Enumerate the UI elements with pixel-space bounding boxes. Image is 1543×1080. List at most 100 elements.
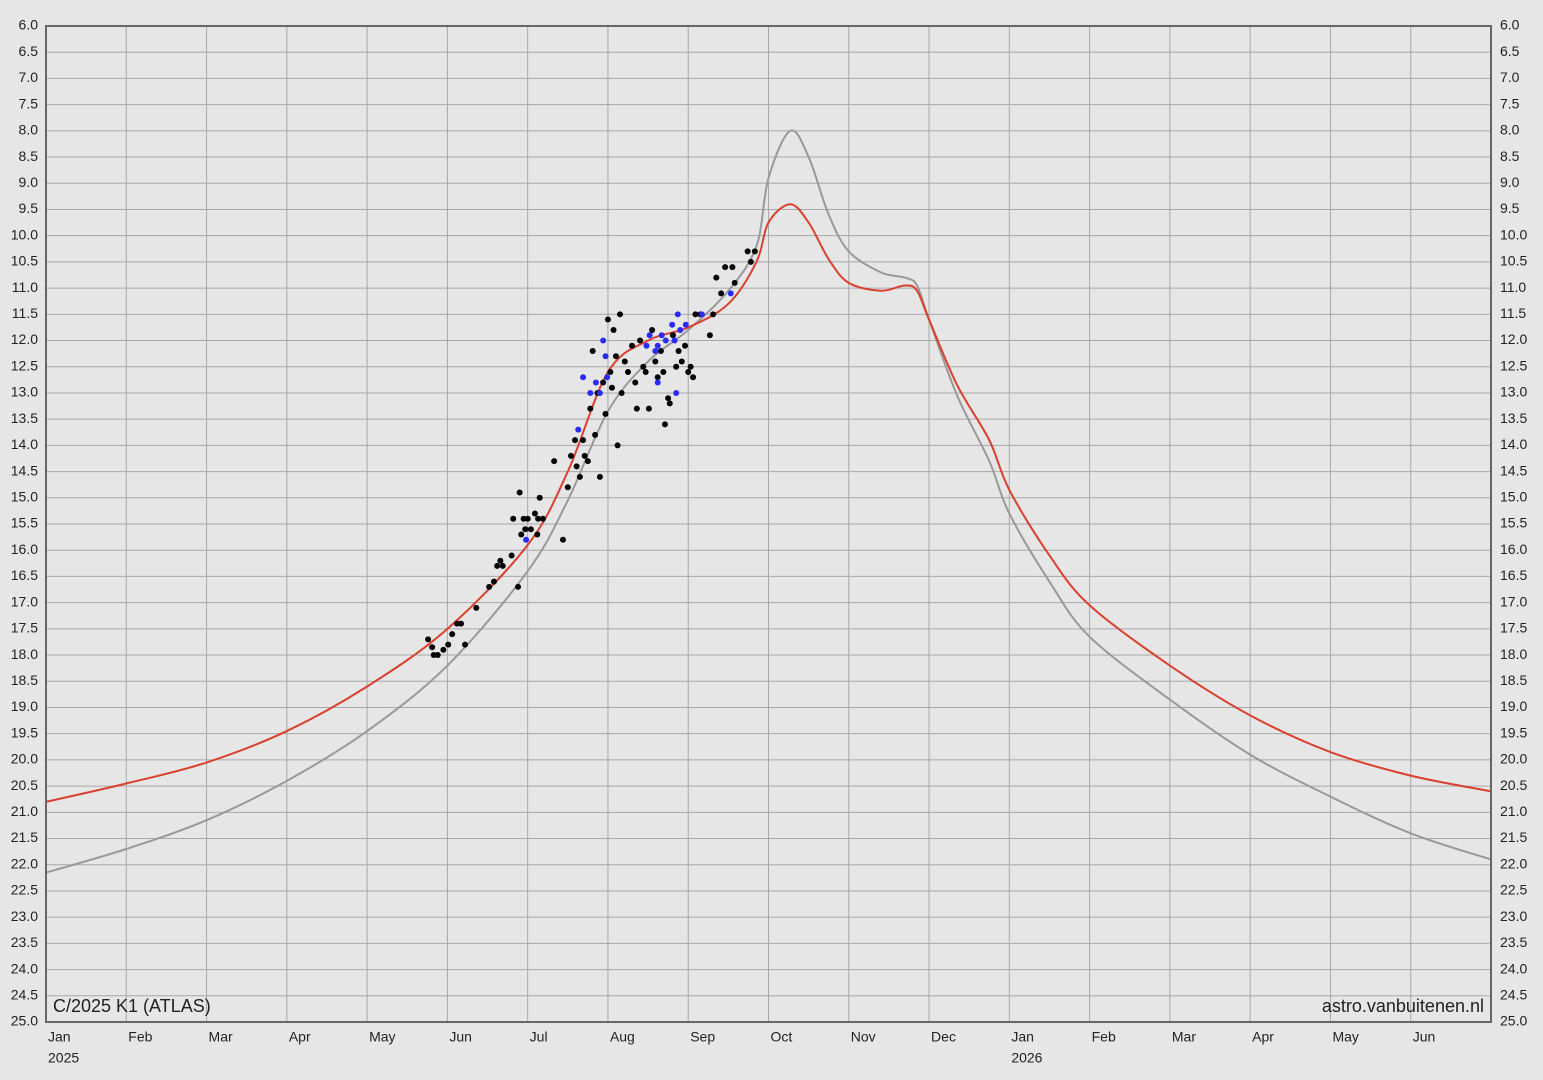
- y-tick-label: 8.0: [19, 122, 39, 138]
- y-tick-label: 9.0: [19, 174, 39, 190]
- y-tick-label: 21.5: [11, 829, 38, 845]
- y-tick-label: 8.5: [19, 148, 39, 164]
- y2-tick-label: 15.0: [1500, 488, 1527, 504]
- observation: [584, 458, 591, 465]
- y-tick-label: 20.5: [11, 777, 38, 793]
- observation: [642, 368, 649, 375]
- x-tick-label: Apr: [289, 1029, 311, 1045]
- observation: [449, 631, 456, 638]
- y2-tick-label: 12.5: [1500, 357, 1527, 373]
- observation: [718, 290, 725, 297]
- observation: [587, 389, 594, 396]
- observation: [632, 379, 639, 386]
- observation: [678, 358, 685, 365]
- y-tick-label: 20.0: [11, 751, 38, 767]
- y2-tick-label: 6.5: [1500, 43, 1520, 59]
- observation: [539, 515, 546, 522]
- observation: [596, 473, 603, 480]
- y2-tick-label: 24.5: [1500, 986, 1527, 1002]
- y2-tick-label: 11.5: [1500, 305, 1526, 321]
- y2-tick-label: 17.0: [1500, 593, 1527, 609]
- x-tick-label: Aug: [610, 1029, 635, 1045]
- observation: [687, 363, 694, 370]
- y-tick-label: 6.0: [19, 17, 39, 33]
- y2-tick-label: 23.0: [1500, 908, 1527, 924]
- observation: [643, 342, 650, 349]
- y-tick-label: 7.5: [19, 95, 39, 111]
- y-tick-label: 23.0: [11, 908, 38, 924]
- observation: [564, 484, 571, 491]
- observation: [685, 368, 692, 375]
- observation: [568, 452, 575, 459]
- observation: [654, 342, 661, 349]
- y-tick-label: 19.0: [11, 698, 38, 714]
- observation: [744, 248, 751, 255]
- observation: [682, 321, 689, 328]
- observation: [429, 644, 436, 651]
- observation: [618, 389, 625, 396]
- y-tick-label: 15.5: [11, 515, 38, 531]
- y-tick-label: 10.0: [11, 226, 38, 242]
- x-tick-label: Dec: [931, 1029, 956, 1045]
- y2-tick-label: 6.0: [1500, 17, 1520, 33]
- observation: [677, 327, 684, 334]
- observation: [575, 426, 582, 433]
- observation: [710, 311, 717, 318]
- y2-tick-label: 10.5: [1500, 253, 1527, 269]
- y2-tick-label: 11.0: [1500, 279, 1526, 295]
- observation: [654, 379, 661, 386]
- y2-tick-label: 25.0: [1500, 1013, 1527, 1029]
- y-tick-label: 22.5: [11, 882, 38, 898]
- observation: [473, 604, 480, 611]
- observation: [731, 279, 738, 286]
- observation: [633, 405, 640, 412]
- observation: [729, 264, 736, 271]
- y2-tick-label: 17.5: [1500, 620, 1527, 636]
- observation: [665, 395, 672, 402]
- y2-tick-label: 19.0: [1500, 698, 1527, 714]
- observation: [674, 311, 681, 318]
- y2-tick-label: 13.0: [1500, 384, 1527, 400]
- x-tick-label: Apr: [1252, 1029, 1274, 1045]
- observation: [524, 515, 531, 522]
- y-tick-label: 10.5: [11, 253, 38, 269]
- y-tick-label: 7.0: [19, 69, 39, 85]
- observation: [573, 463, 580, 470]
- observation: [497, 557, 504, 564]
- observation: [657, 348, 664, 355]
- observation: [654, 374, 661, 381]
- y-tick-label: 12.0: [11, 331, 38, 347]
- observation: [581, 452, 588, 459]
- curve: [45, 129, 1492, 874]
- observation: [600, 379, 607, 386]
- y2-tick-label: 20.5: [1500, 777, 1527, 793]
- x-tick-label: Sep: [690, 1029, 715, 1045]
- x-tick-label: Oct: [771, 1029, 793, 1045]
- year-label: 2025: [48, 1050, 79, 1066]
- observation: [673, 363, 680, 370]
- y2-tick-label: 13.5: [1500, 410, 1527, 426]
- observation: [629, 342, 636, 349]
- y-tick-label: 24.5: [11, 986, 38, 1002]
- y2-tick-label: 12.0: [1500, 331, 1527, 347]
- observation: [607, 368, 614, 375]
- observation: [706, 332, 713, 339]
- observation: [645, 405, 652, 412]
- observation: [522, 526, 529, 533]
- y-tick-label: 11.5: [12, 305, 38, 321]
- y-tick-label: 25.0: [11, 1013, 38, 1029]
- y2-tick-label: 8.0: [1500, 122, 1520, 138]
- observation: [490, 578, 497, 585]
- observation: [658, 332, 665, 339]
- observation: [515, 583, 522, 590]
- observation: [462, 641, 469, 648]
- y2-tick-label: 9.0: [1500, 174, 1520, 190]
- observation: [580, 374, 587, 381]
- observation: [587, 405, 594, 412]
- y2-tick-label: 14.5: [1500, 462, 1527, 478]
- y2-tick-label: 9.5: [1500, 200, 1520, 216]
- observation: [534, 531, 541, 538]
- y-tick-label: 23.5: [11, 934, 38, 950]
- y2-tick-label: 22.5: [1500, 882, 1527, 898]
